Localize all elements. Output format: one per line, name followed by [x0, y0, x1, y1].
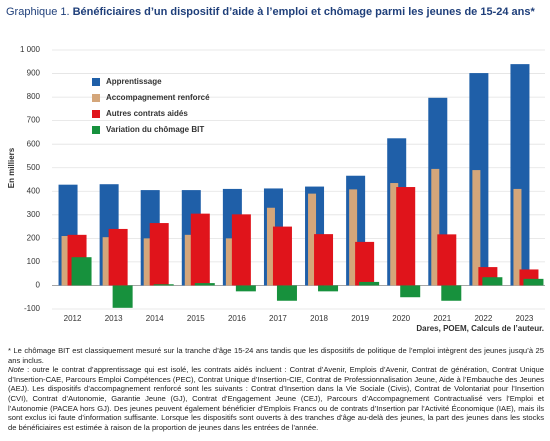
bar — [437, 234, 457, 286]
bar — [225, 238, 234, 286]
x-tick-label: 2016 — [228, 314, 246, 323]
legend-label: Apprentissage — [106, 77, 162, 86]
x-tick-label: 2013 — [105, 314, 123, 323]
y-tick-label: 600 — [27, 139, 41, 148]
bar — [400, 285, 421, 298]
bar — [355, 241, 375, 286]
bar — [143, 238, 152, 286]
bar — [108, 228, 128, 286]
bar — [235, 285, 256, 292]
bar — [308, 193, 317, 286]
bar — [194, 283, 215, 286]
bar — [513, 188, 522, 286]
y-tick-label: 0 — [36, 281, 41, 290]
bar — [266, 207, 275, 286]
bar — [396, 187, 416, 286]
note: Note : outre le contrat d’apprentissage … — [8, 365, 544, 432]
y-tick-label: 300 — [27, 210, 41, 219]
note-text: : outre le contrat d’apprentissage qui e… — [8, 365, 544, 432]
title-text: Bénéficiaires d’un dispositif d’aide à l… — [73, 6, 536, 18]
y-tick-label: -100 — [24, 304, 41, 313]
legend-swatch — [92, 126, 100, 134]
x-tick-label: 2022 — [474, 314, 492, 323]
bar — [153, 284, 174, 286]
x-tick-label: 2015 — [187, 314, 205, 323]
bar — [523, 278, 544, 286]
bar — [359, 281, 380, 286]
legend-swatch — [92, 78, 100, 86]
bar — [112, 285, 133, 308]
bar — [441, 285, 462, 301]
x-tick-label: 2018 — [310, 314, 328, 323]
bar — [431, 168, 440, 286]
legend-label: Autres contrats aidés — [106, 109, 188, 118]
bar — [349, 189, 358, 286]
chart: Graphique 1. Bénéficiaires d’un dispositi… — [6, 6, 545, 333]
x-tick-label: 2012 — [64, 314, 82, 323]
y-tick-label: 500 — [27, 163, 41, 172]
bar — [184, 234, 193, 286]
bar — [472, 170, 481, 286]
legend-label: Variation du chômage BIT — [106, 125, 204, 134]
x-tick-label: 2021 — [433, 314, 451, 323]
note-label: Note — [8, 365, 25, 375]
legend-label: Accompagnement renforcé — [106, 93, 210, 102]
bar — [390, 183, 399, 286]
y-tick-label: 200 — [27, 233, 41, 242]
x-tick-label: 2020 — [392, 314, 410, 323]
source: Dares, POEM, Calculs de l’auteur. — [416, 324, 544, 333]
y-axis-label: En milliers — [7, 147, 16, 188]
x-tick-label: 2023 — [516, 314, 534, 323]
bar — [314, 234, 334, 286]
bar — [231, 214, 251, 286]
chart-title: Graphique 1. Bénéficiaires d’un dispositi… — [6, 6, 535, 18]
title-label: Graphique 1. — [6, 6, 70, 18]
legend-swatch — [92, 94, 100, 102]
bar — [276, 285, 297, 301]
y-tick-label: 100 — [27, 257, 41, 266]
footnote: * Le chômage BIT est classiquement mesur… — [8, 346, 544, 365]
bar — [71, 257, 92, 286]
notes: * Le chômage BIT est classiquement mesur… — [8, 346, 544, 432]
bar — [318, 285, 339, 292]
y-tick-label: 700 — [27, 116, 41, 125]
y-tick-label: 800 — [27, 92, 41, 101]
bar — [102, 237, 111, 286]
bar — [482, 277, 503, 286]
x-tick-label: 2019 — [351, 314, 369, 323]
x-tick-label: 2017 — [269, 314, 287, 323]
bar — [61, 236, 70, 286]
bar — [190, 213, 210, 286]
x-tick-label: 2014 — [146, 314, 164, 323]
bar — [272, 226, 292, 286]
y-tick-label: 900 — [27, 69, 41, 78]
bar — [149, 223, 169, 286]
y-tick-label: 400 — [27, 186, 41, 195]
y-tick-label: 1 000 — [20, 45, 41, 54]
legend-swatch — [92, 110, 100, 118]
